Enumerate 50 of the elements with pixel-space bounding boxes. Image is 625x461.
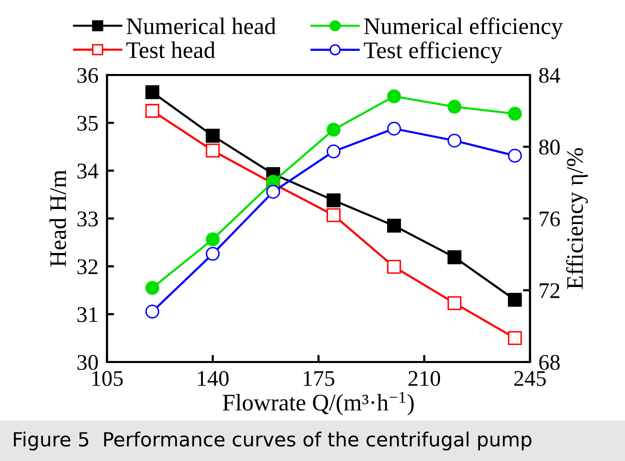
point [326,122,341,137]
point [266,184,280,199]
x-tick-label: 140 [198,370,229,386]
legend-label: Test efficiency [364,41,502,64]
point [508,292,522,307]
point [206,144,220,158]
point [326,144,341,158]
caption: Figure 5 Performance curves of the centrifugal pump [14,432,532,450]
point [206,128,220,143]
x-tick-label: 245 [514,371,546,386]
point [206,246,220,261]
y-tick-label: 33 [78,211,98,226]
y2-tick-label: 84 [539,68,560,83]
point [145,104,160,118]
point [448,250,462,264]
y2-axis-title: Efficiency η/% [566,148,588,290]
y2-tick-label: 68 [539,354,560,370]
legend-label: Numerical efficiency [364,17,563,40]
legend-label: Test head [126,42,216,58]
x-tick-label: 210 [408,370,440,386]
point [145,280,160,295]
y-tick-label: 34 [78,164,98,179]
y2-tick-label: 76 [540,211,560,226]
y-tick-label: 30 [78,354,98,370]
point [508,106,522,121]
point [145,85,160,100]
legend-label: Numerical head [126,18,276,34]
point [448,100,462,114]
point [145,304,160,319]
point [387,89,401,104]
point [326,208,341,222]
point [206,232,220,246]
y-tick-label: 31 [78,307,98,322]
y-axis-title: Head H/m [49,170,66,267]
point [448,134,462,148]
point [508,148,522,163]
y-tick-label: 35 [78,116,98,131]
x-tick-label: 105 [92,370,123,386]
point [326,193,341,208]
y2-tick-label: 80 [539,140,560,155]
y-tick-label: 36 [78,68,98,83]
point [387,260,401,274]
x-tick-label: 175 [304,371,334,386]
point [387,122,401,136]
x-axis-title: Flowrate Q/(m³·h$^{−1}$) [222,392,414,416]
point [387,218,401,233]
y-tick-label: 32 [78,259,98,274]
y2-tick-label: 72 [540,283,560,298]
point [448,296,462,310]
point [508,331,522,346]
